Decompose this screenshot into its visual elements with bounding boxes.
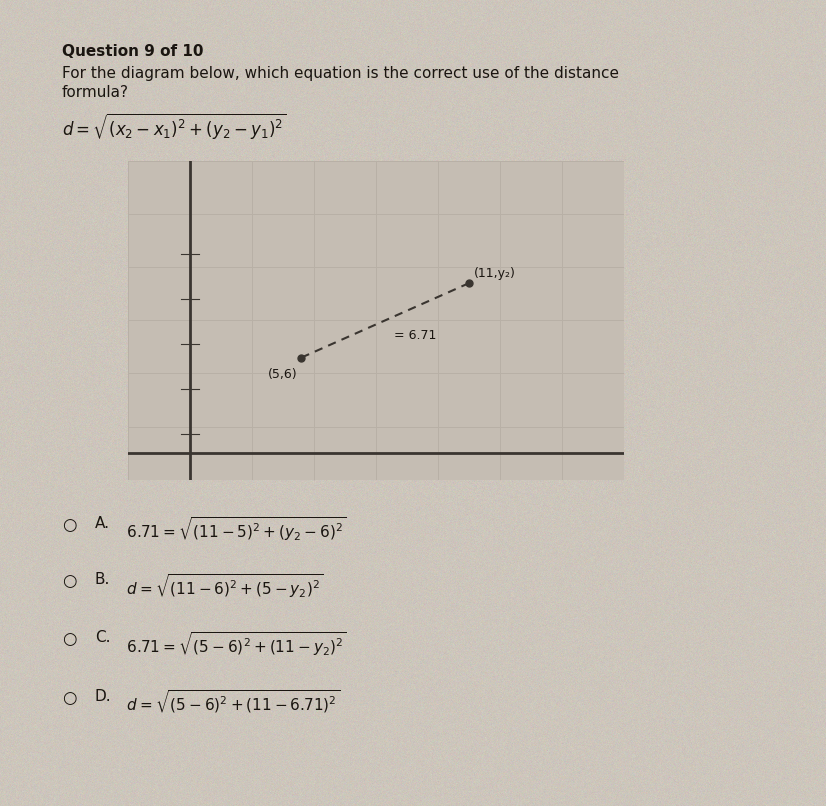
Text: (11,y₂): (11,y₂) [474,267,515,280]
Text: Question 9 of 10: Question 9 of 10 [62,44,203,60]
Text: $d=\sqrt{(11-6)^2+(5-y_2)^2}$: $d=\sqrt{(11-6)^2+(5-y_2)^2}$ [122,572,324,600]
Text: B.: B. [95,572,111,588]
Text: $\bigcirc$: $\bigcirc$ [62,572,78,590]
Text: C.: C. [95,630,111,646]
Text: A.: A. [95,516,110,531]
Text: $d=\sqrt{(5-6)^2+(11-6.71)^2}$: $d=\sqrt{(5-6)^2+(11-6.71)^2}$ [122,689,340,717]
Text: For the diagram below, which equation is the correct use of the distance: For the diagram below, which equation is… [62,66,619,81]
Text: = 6.71: = 6.71 [395,329,437,342]
Text: $\bigcirc$: $\bigcirc$ [62,516,78,534]
Text: $6.71=\sqrt{(5-6)^2+(11-y_2)^2}$: $6.71=\sqrt{(5-6)^2+(11-y_2)^2}$ [122,630,347,658]
Text: formula?: formula? [62,85,129,100]
Text: (5,6): (5,6) [268,368,297,380]
Text: $\bigcirc$: $\bigcirc$ [62,689,78,707]
Text: $\bigcirc$: $\bigcirc$ [62,630,78,648]
Text: $d=\sqrt{(x_2-x_1)^2+(y_2-y_1)^2}$: $d=\sqrt{(x_2-x_1)^2+(y_2-y_1)^2}$ [62,111,287,142]
Text: $6.71=\sqrt{(11-5)^2+(y_2-6)^2}$: $6.71=\sqrt{(11-5)^2+(y_2-6)^2}$ [122,516,347,543]
Text: D.: D. [95,689,112,704]
